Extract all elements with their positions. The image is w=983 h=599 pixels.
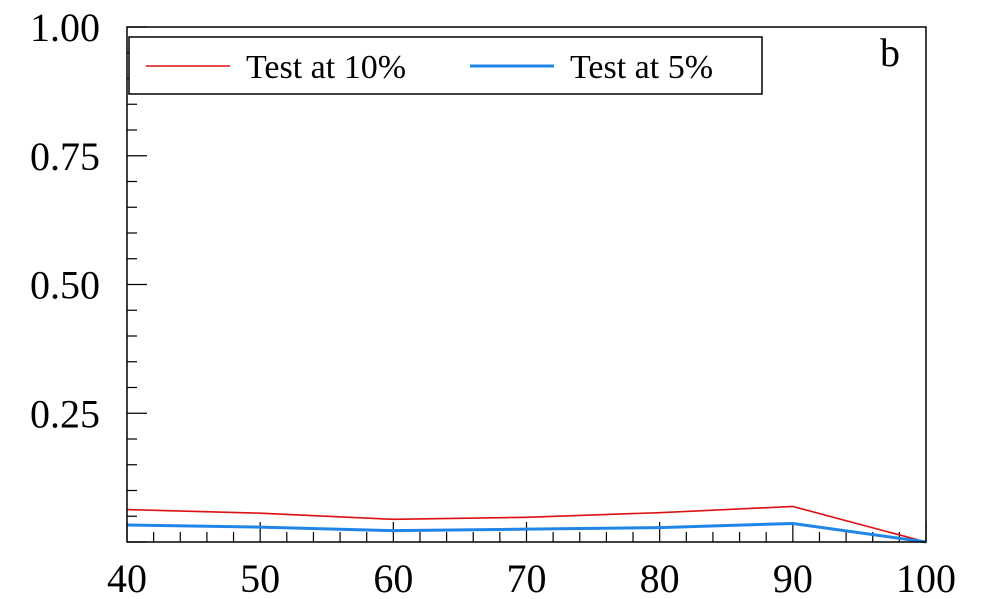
legend-label-test-5: Test at 5%	[570, 49, 713, 86]
y-tick-label: 0.50	[30, 263, 100, 308]
series-lines	[126, 505, 927, 544]
y-tick-label: 0.25	[30, 391, 100, 436]
x-tick-label: 50	[240, 556, 280, 599]
x-tick-label: 40	[107, 556, 147, 599]
series-line-test-10	[126, 505, 927, 543]
x-tick-labels: 40 50 60 70 80 90 100	[107, 556, 956, 599]
x-tick-label: 90	[773, 556, 813, 599]
legend-box	[128, 36, 763, 95]
series-line-test-5	[126, 521, 927, 544]
panel-label: b	[880, 30, 900, 75]
y-tick-labels: 0.25 0.50 0.75 1.00	[30, 5, 100, 436]
y-tick-label: 0.75	[30, 134, 100, 179]
legend-label-test-10: Test at 10%	[246, 49, 406, 86]
x-tick-label: 70	[507, 556, 547, 599]
y-tick-label: 1.00	[30, 5, 100, 50]
x-tick-label: 80	[640, 556, 680, 599]
legend: Test at 10% Test at 5%	[128, 36, 763, 95]
axis-ticks	[126, 26, 927, 543]
plot-frame	[126, 26, 927, 543]
x-tick-label: 100	[896, 556, 956, 599]
x-tick-label: 60	[373, 556, 413, 599]
